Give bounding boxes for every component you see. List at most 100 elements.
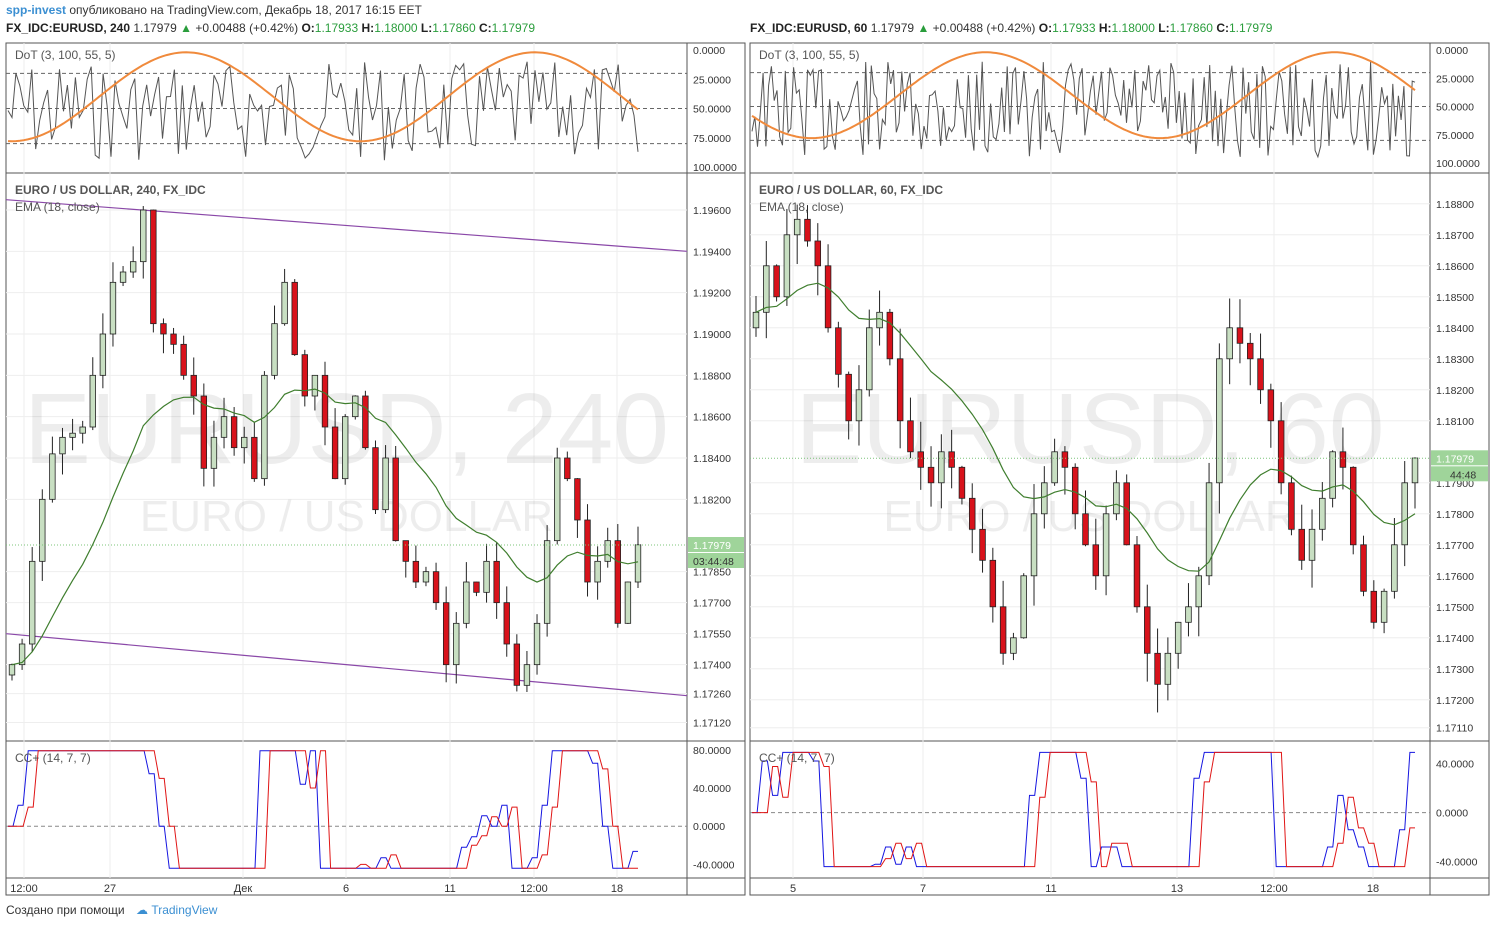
left-price-axis-label: 1.17260 — [693, 689, 731, 701]
right-candle-body — [1257, 358, 1264, 391]
left-candle-body — [331, 426, 339, 480]
left-candle-body — [352, 395, 359, 418]
right-up-arrow-icon: ▲ — [917, 21, 930, 35]
right-candle — [1319, 482, 1326, 541]
right-candle-body — [1226, 327, 1233, 360]
right-candle — [783, 208, 791, 306]
left-candle-body — [483, 560, 490, 593]
left-candle-body — [190, 374, 197, 397]
left-candle-body — [241, 436, 248, 449]
left-candle-body — [604, 540, 611, 562]
left-price-axis-label: 1.17120 — [693, 718, 731, 730]
left-channel-line — [5, 199, 688, 252]
right-candle — [804, 205, 811, 247]
left-candle — [432, 562, 440, 610]
right-candle-body — [1030, 513, 1038, 577]
left-candle — [493, 542, 500, 619]
left-candle — [150, 209, 157, 333]
left-candle — [584, 504, 591, 597]
left-candle-body — [372, 447, 379, 511]
right-candle-body — [917, 451, 924, 468]
right-candle-body — [855, 389, 863, 422]
right-price-axis-label: 1.18700 — [1436, 230, 1474, 242]
right-candle-body — [845, 373, 852, 422]
left-dot-slow-line — [7, 51, 639, 143]
left-candle-body — [230, 416, 238, 449]
left-candle — [291, 279, 298, 356]
left-candle-body — [392, 457, 399, 542]
left-candle-body — [321, 374, 329, 428]
left-candle — [554, 447, 561, 545]
left-cc-label: CC+ (14, 7, 7) — [15, 751, 91, 765]
right-price-axis-label: 1.17110 — [1436, 723, 1473, 735]
right-candle — [835, 321, 842, 388]
footer-brand[interactable]: TradingView — [151, 903, 218, 917]
left-candle-body — [624, 581, 632, 624]
right-candle-body — [1288, 482, 1295, 530]
right-candle-body — [989, 559, 997, 608]
right-candle-body — [1247, 342, 1254, 360]
left-candle — [200, 383, 208, 487]
left-candle-body — [463, 581, 470, 624]
left-cc-axis-label: -40.0000 — [693, 859, 735, 871]
left-price-axis-label: 1.18800 — [693, 370, 731, 382]
left-candle — [311, 374, 319, 411]
right-symbol: FX_IDC:EURUSD, 60 — [750, 21, 868, 35]
right-price-tag: 1.17979 — [1436, 453, 1474, 465]
left-close: 1.17979 — [491, 21, 536, 35]
right-candle — [1010, 632, 1017, 661]
left-cc-slow-line — [8, 750, 638, 869]
left-candle — [503, 586, 510, 657]
right-candle — [1030, 484, 1038, 606]
author-link[interactable]: spp-invest — [6, 3, 67, 17]
left-candle-body — [150, 209, 157, 325]
right-candle-body — [763, 265, 770, 313]
left-x-tick-label: 6 — [343, 883, 349, 895]
right-ema-line — [755, 282, 1416, 572]
left-candle-body — [634, 544, 642, 583]
left-candle-body — [594, 560, 601, 583]
right-dot-fast-line — [751, 61, 1416, 159]
right-candle — [1411, 457, 1419, 509]
right-candle — [1020, 573, 1027, 639]
left-candle-body — [8, 664, 16, 676]
left-candle — [79, 420, 86, 444]
left-x-tick-label: 12:00 — [10, 883, 38, 895]
left-candle-body — [554, 457, 561, 542]
left-cc-fast-line — [8, 750, 638, 869]
left-candle — [352, 395, 359, 420]
left-candle-body — [543, 540, 551, 624]
left-change: +0.00488 (+0.42%) — [195, 21, 299, 35]
left-price-title: EURO / US DOLLAR, 240, FX_IDC — [15, 183, 206, 197]
right-candle — [1123, 474, 1130, 546]
left-candle-body — [574, 478, 581, 521]
tradingview-logo-icon[interactable]: ☁ — [135, 903, 148, 917]
right-candle — [1133, 536, 1141, 613]
left-x-tick-label: Дек — [234, 883, 253, 895]
left-ema-line — [11, 388, 639, 666]
right-candle-body — [1133, 544, 1141, 608]
right-x-tick-label: 13 — [1171, 883, 1183, 895]
left-candle — [463, 562, 470, 629]
left-candle — [49, 436, 56, 503]
right-candle-body — [969, 497, 976, 530]
left-dot-axis-label: 75.0000 — [693, 133, 731, 145]
right-candle — [1288, 475, 1295, 536]
left-candle — [39, 489, 46, 581]
left-candle — [241, 426, 248, 464]
left-cc-axis-label: 40.0000 — [693, 783, 731, 795]
right-price-axis-label: 1.18200 — [1436, 385, 1474, 397]
left-ema-label: EMA (18, close) — [15, 200, 100, 214]
right-candle — [917, 421, 924, 490]
left-dot-fast-line — [7, 61, 639, 161]
right-candle-body — [1205, 482, 1213, 577]
right-high: 1.18000 — [1111, 21, 1155, 35]
left-x-tick-label: 27 — [104, 883, 116, 895]
left-high: 1.18000 — [374, 21, 418, 35]
right-candle-body — [773, 265, 780, 298]
right-candle — [1051, 438, 1058, 486]
left-candle — [372, 440, 379, 515]
left-dot-label: DoT (3, 100, 55, 5) — [15, 48, 116, 62]
left-candle — [473, 581, 480, 597]
